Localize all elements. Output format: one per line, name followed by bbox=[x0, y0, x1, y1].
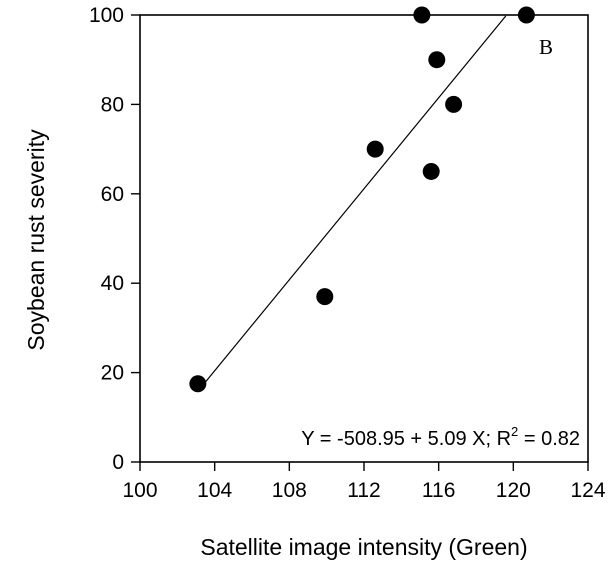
x-tick-label: 120 bbox=[496, 479, 531, 502]
x-tick-label: 112 bbox=[347, 479, 380, 502]
plot-frame bbox=[139, 14, 589, 463]
y-tick-label: 0 bbox=[112, 451, 124, 474]
x-tick-label: 108 bbox=[272, 479, 307, 502]
data-point bbox=[316, 288, 334, 306]
data-point bbox=[366, 140, 384, 158]
data-point bbox=[428, 51, 446, 69]
x-axis-ticks: 100 104 108 112 116 120 124 bbox=[122, 462, 606, 502]
y-tick-label: 20 bbox=[101, 362, 124, 385]
data-points bbox=[189, 6, 535, 393]
y-tick-label: 80 bbox=[101, 93, 124, 116]
x-axis-title: Satellite image intensity (Green) bbox=[200, 534, 527, 560]
regression-line bbox=[197, 15, 507, 392]
x-tick-label: 124 bbox=[570, 479, 605, 502]
x-tick-label: 104 bbox=[197, 479, 232, 502]
x-tick-label: 116 bbox=[422, 479, 455, 502]
y-tick-label: 40 bbox=[101, 272, 124, 295]
data-point bbox=[445, 95, 463, 113]
y-tick-label: 60 bbox=[101, 183, 124, 206]
regression-equation: Y = -508.95 + 5.09 X; R2 = 0.82 bbox=[301, 424, 580, 450]
y-axis-title: Soybean rust severity bbox=[23, 129, 49, 351]
y-tick-label: 100 bbox=[89, 4, 124, 27]
panel-label: B bbox=[539, 35, 553, 59]
data-point bbox=[422, 162, 440, 180]
data-point bbox=[189, 375, 207, 393]
x-tick-label: 100 bbox=[122, 479, 157, 502]
y-axis-ticks: 0 20 40 60 80 100 bbox=[89, 4, 140, 474]
